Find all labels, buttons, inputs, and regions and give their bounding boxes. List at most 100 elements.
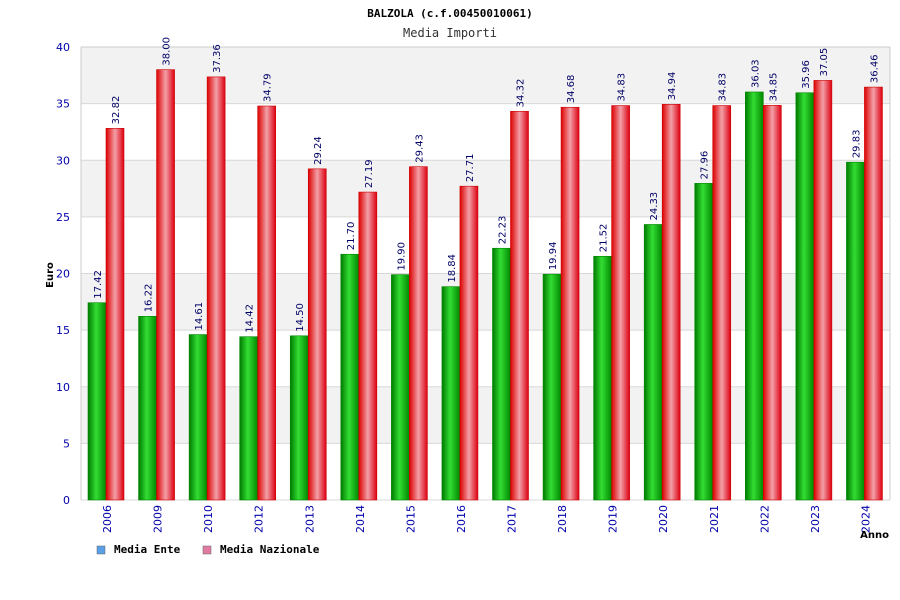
x-tick-label: 2020 [657,505,670,533]
data-label: 34.32 [516,79,527,108]
data-labels: 17.42 32.82 16.22 38.00 14.61 37.36 14.42 34.79… [93,37,880,333]
x-tick-label: 2010 [202,505,215,533]
y-tick-label: 25 [56,211,70,224]
data-label: 29.43 [414,134,425,163]
legend-label-media-nazionale: Media Nazionale [220,543,320,556]
data-label: 27.71 [465,154,476,183]
data-label: 27.19 [364,159,375,188]
data-label: 17.42 [93,270,104,299]
bar-media-ente [795,92,815,501]
x-tick-label: 2023 [809,505,822,533]
y-axis-ticks: 0 5 10 15 20 25 30 35 40 [56,41,70,507]
data-label: 37.36 [212,44,223,73]
bar-media-nazionale [105,128,125,501]
y-tick-label: 10 [56,381,70,394]
x-tick-label: 2006 [101,505,114,533]
data-label: 22.23 [498,216,509,245]
bar-media-ente [745,91,764,501]
bar-media-nazionale [712,105,732,501]
bar-media-ente [289,335,309,501]
x-tick-label: 2016 [455,505,468,533]
x-tick-label: 2017 [506,505,519,533]
data-label: 14.42 [245,304,256,333]
data-label: 16.22 [144,284,155,313]
legend: Media Ente Media Nazionale [96,543,320,556]
data-label: 29.83 [851,130,862,159]
data-label: 14.50 [295,303,306,332]
data-label: 21.70 [346,222,357,251]
data-label: 32.82 [111,96,122,125]
bar-media-ente [340,253,360,501]
bar-media-nazionale [611,105,630,501]
y-axis-label: Euro [45,262,56,288]
bar-media-ente [492,247,511,501]
legend-label-media-ente: Media Ente [114,543,181,556]
data-label: 29.24 [313,136,324,165]
bar-media-nazionale [510,111,529,501]
legend-swatch-media-ente [96,545,106,555]
chart-subtitle: Media Importi [403,26,497,40]
bar-media-nazionale [763,105,782,501]
bar-media-ente [846,161,865,501]
bar-media-ente [87,302,107,501]
bar-media-ente [694,183,714,501]
data-label: 34.94 [667,72,678,101]
x-tick-label: 2013 [303,505,316,533]
data-label: 34.83 [718,73,729,102]
data-label: 35.96 [801,60,812,89]
bar-media-ente [441,286,461,501]
x-axis-ticks: 2006 2009 2010 2012 2013 2014 2015 2016 2017 2018… [101,505,872,533]
data-label: 37.05 [819,48,830,77]
data-label: 27.96 [700,151,711,180]
bar-media-ente [391,274,410,501]
data-label: 18.84 [447,254,458,283]
bar-media-nazionale [358,191,378,501]
bar-media-nazionale [257,105,276,501]
x-tick-label: 2019 [607,505,620,533]
y-tick-label: 5 [63,437,70,450]
x-tick-label: 2014 [354,505,367,533]
data-label: 14.61 [194,302,205,331]
y-tick-label: 20 [56,268,70,281]
x-tick-label: 2012 [253,505,266,533]
data-label: 19.94 [548,242,559,271]
data-label: 34.68 [566,75,577,104]
bar-media-ente [643,224,663,501]
bar-media-nazionale [864,86,883,501]
bar-media-ente [239,336,258,501]
bar-media-nazionale [307,168,327,501]
bar-media-nazionale [661,104,681,501]
data-label: 38.00 [162,37,173,66]
y-tick-label: 35 [56,98,70,111]
data-label: 21.52 [599,224,610,253]
bars-group [87,69,883,501]
bar-media-nazionale [156,69,175,501]
x-axis-label: Anno [860,530,889,541]
bar-media-ente [138,316,157,501]
data-label: 36.46 [869,54,880,83]
x-tick-label: 2024 [859,505,872,533]
chart-title: BALZOLA (c.f.00450010061) [367,7,533,20]
y-tick-label: 40 [56,41,70,54]
y-tick-label: 15 [56,324,70,337]
legend-swatch-media-nazionale [202,545,212,555]
x-tick-label: 2021 [708,505,721,533]
data-label: 34.83 [617,73,628,102]
bar-media-nazionale [459,185,479,501]
x-tick-label: 2022 [758,505,771,533]
bar-media-nazionale [206,76,226,501]
bar-media-ente [593,255,612,501]
bar-media-nazionale [813,80,833,501]
x-tick-label: 2018 [556,505,569,533]
data-label: 36.03 [750,59,761,88]
y-tick-label: 30 [56,154,70,167]
x-tick-label: 2015 [404,505,417,533]
bar-media-nazionale [409,166,428,501]
data-label: 19.90 [396,242,407,271]
x-tick-label: 2009 [152,505,165,533]
data-label: 34.85 [768,73,779,102]
data-label: 34.79 [263,73,274,102]
bar-media-ente [188,334,208,501]
bar-media-ente [542,273,562,501]
